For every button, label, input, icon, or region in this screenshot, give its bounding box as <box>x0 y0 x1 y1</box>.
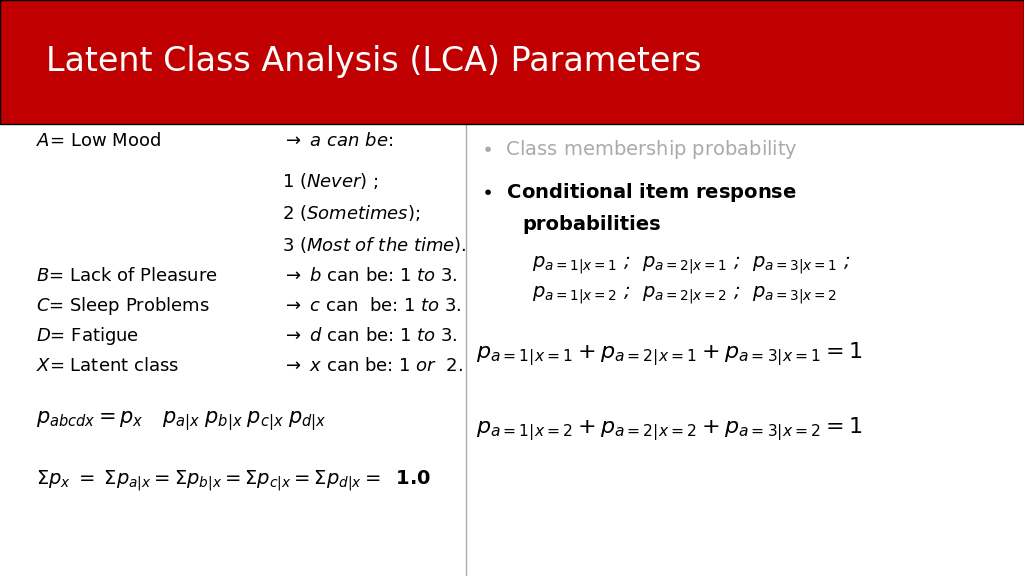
Text: $p_{a=1|x=2}$ ;  $p_{a=2|x=2}$ ;  $p_{a=3|x=2}$: $p_{a=1|x=2}$ ; $p_{a=2|x=2}$ ; $p_{a=3|… <box>532 285 838 306</box>
Text: $\mathit{1}$ $\mathit{(Never)}$ ;: $\mathit{1}$ $\mathit{(Never)}$ ; <box>282 172 378 191</box>
Text: $p_{a=1|x=1}$ ;  $p_{a=2|x=1}$ ;  $p_{a=3|x=1}$ ;: $p_{a=1|x=1}$ ; $p_{a=2|x=1}$ ; $p_{a=3|… <box>532 254 851 276</box>
Text: $\rightarrow$ $\mathit{b}$ can be: $\mathit{1}$ $\mathit{to}$ $\mathit{3}$.: $\rightarrow$ $\mathit{b}$ can be: $\mat… <box>282 267 457 286</box>
Text: $\bullet$  Class membership probability: $\bullet$ Class membership probability <box>481 138 798 161</box>
Text: $\mathit{D}$= Fatigue: $\mathit{D}$= Fatigue <box>36 325 139 347</box>
Text: $\rightarrow$ $\mathit{a}$ $\mathit{can}$ $\mathit{be}$:: $\rightarrow$ $\mathit{a}$ $\mathit{can}… <box>282 132 393 150</box>
Text: $\mathit{X}$= Latent class: $\mathit{X}$= Latent class <box>36 357 179 376</box>
Text: $\mathit{B}$= Lack of Pleasure: $\mathit{B}$= Lack of Pleasure <box>36 267 217 286</box>
Text: $\mathit{C}$= Sleep Problems: $\mathit{C}$= Sleep Problems <box>36 295 210 317</box>
Text: $\mathit{2}$ $\mathit{(Sometimes)}$;: $\mathit{2}$ $\mathit{(Sometimes)}$; <box>282 203 420 223</box>
Text: $\rightarrow$ $\mathit{c}$ can  be: $\mathit{1}$ $\mathit{to}$ $\mathit{3}$.: $\rightarrow$ $\mathit{c}$ can be: $\mat… <box>282 297 461 316</box>
Text: $p_{abcdx} = p_x \quad p_{a|x} \; p_{b|x} \; p_{c|x} \; p_{d|x}$: $p_{abcdx} = p_x \quad p_{a|x} \; p_{b|x… <box>36 410 326 433</box>
Text: Latent Class Analysis (LCA) Parameters: Latent Class Analysis (LCA) Parameters <box>46 46 701 78</box>
Text: $\mathit{3}$ $\mathit{(Most}$ $\mathit{of}$ $\mathit{the}$ $\mathit{time)}$.: $\mathit{3}$ $\mathit{(Most}$ $\mathit{o… <box>282 235 466 255</box>
Text: $\rightarrow$ $\mathit{d}$ can be: $\mathit{1}$ $\mathit{to}$ $\mathit{3}$.: $\rightarrow$ $\mathit{d}$ can be: $\mat… <box>282 327 457 346</box>
Text: $p_{a=1|x=2} + p_{a=2|x=2} + p_{a=3|x=2} = 1$: $p_{a=1|x=2} + p_{a=2|x=2} + p_{a=3|x=2}… <box>476 415 862 443</box>
Text: $\rightarrow$ $\mathit{x}$ can be: 1 $\mathit{or}$  2.: $\rightarrow$ $\mathit{x}$ can be: 1 $\m… <box>282 357 463 376</box>
Text: $\bullet$  Conditional item response: $\bullet$ Conditional item response <box>481 181 798 204</box>
Text: $\mathit{A}$= Low Mood: $\mathit{A}$= Low Mood <box>36 132 161 150</box>
Text: probabilities: probabilities <box>522 215 660 234</box>
FancyBboxPatch shape <box>0 0 1024 124</box>
Text: $p_{a=1|x=1} + p_{a=2|x=1} + p_{a=3|x=1} = 1$: $p_{a=1|x=1} + p_{a=2|x=1} + p_{a=3|x=1}… <box>476 340 862 368</box>
Text: $\Sigma p_x \;=\; \Sigma p_{a|x} = \Sigma p_{b|x} = \Sigma p_{c|x} =\Sigma p_{d|: $\Sigma p_x \;=\; \Sigma p_{a|x} = \Sigm… <box>36 468 431 494</box>
